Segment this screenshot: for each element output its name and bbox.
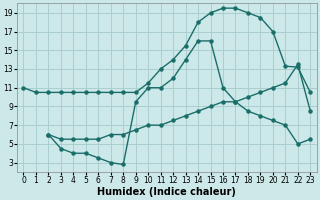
- X-axis label: Humidex (Indice chaleur): Humidex (Indice chaleur): [98, 187, 236, 197]
